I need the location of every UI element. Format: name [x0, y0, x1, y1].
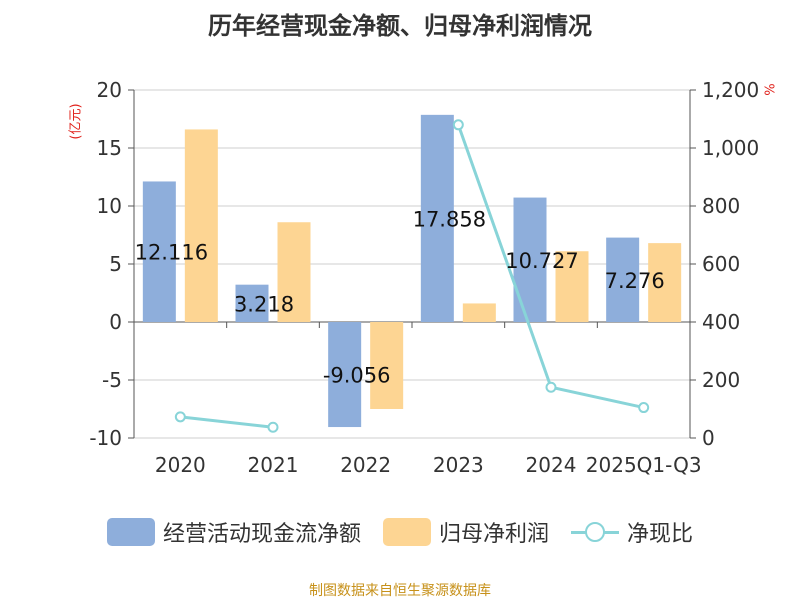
bar-profit[interactable]: [648, 243, 682, 322]
bar-data-label: -9.056: [323, 364, 391, 388]
left-tick-label: 15: [97, 136, 122, 160]
bar-profit[interactable]: [184, 129, 218, 322]
ratio-line: [180, 415, 274, 429]
ratio-point[interactable]: [638, 402, 650, 414]
left-tick-label: 0: [109, 310, 122, 334]
bar-data-label: 3.218: [234, 292, 294, 316]
bar-data-label: 17.858: [413, 207, 486, 231]
x-tick-label: 2025Q1-Q3: [586, 453, 702, 477]
ratio-point[interactable]: [545, 381, 557, 393]
x-tick-label: 2020: [155, 453, 206, 477]
bar-profit[interactable]: [555, 251, 589, 322]
chart-title: 历年经营现金净额、归母净利润情况: [208, 12, 592, 40]
left-tick-label: -5: [102, 368, 122, 392]
bar-profit[interactable]: [277, 222, 311, 322]
legend-item-ratio[interactable]: 净现比: [571, 516, 693, 548]
right-tick-label: 200: [702, 368, 740, 392]
legend-swatch-profit: [382, 518, 431, 546]
right-tick-label: 0: [702, 426, 715, 450]
right-tick-label: 1,200: [702, 78, 759, 102]
legend-swatch-ratio: [571, 518, 619, 546]
bar-cashflow[interactable]: [606, 237, 640, 322]
x-tick-label: 2022: [340, 453, 391, 477]
legend-label-ratio: 净现比: [627, 522, 694, 547]
bar-profit[interactable]: [462, 303, 496, 322]
bar-profit[interactable]: [370, 322, 404, 409]
bar-data-label: 10.727: [505, 249, 578, 273]
ratio-point[interactable]: [267, 421, 279, 433]
left-tick-label: -10: [89, 426, 122, 450]
left-tick-label: 20: [97, 78, 122, 102]
right-tick-label: 400: [702, 310, 740, 334]
right-tick-label: 800: [702, 194, 740, 218]
chart-plot: 20 15 10 5 0 -5 -10 1,200 1,000 800 600 400 200 0 2020…: [89, 78, 759, 477]
bar-cashflow[interactable]: [328, 322, 362, 428]
left-tick-label: 10: [97, 194, 122, 218]
bar-cashflow[interactable]: [513, 197, 547, 322]
legend-item-profit[interactable]: 归母净利润: [382, 516, 549, 548]
x-tick-label: 2023: [433, 453, 484, 477]
bar-data-label: 7.276: [605, 269, 665, 293]
right-tick-label: 600: [702, 252, 740, 276]
bar-cashflow[interactable]: [420, 114, 454, 322]
legend: 经营活动现金流净额 归母净利润 净现比: [0, 516, 800, 548]
ratio-point[interactable]: [452, 119, 464, 131]
right-tick-label: 1,000: [702, 136, 759, 160]
legend-label-cashflow: 经营活动现金流净额: [162, 522, 361, 547]
ratio-point[interactable]: [174, 411, 186, 423]
legend-item-cashflow[interactable]: 经营活动现金流净额: [106, 516, 361, 548]
x-tick-label: 2021: [248, 453, 299, 477]
bar-cashflow[interactable]: [235, 284, 269, 322]
bar-cashflow[interactable]: [142, 181, 176, 322]
legend-swatch-cashflow: [106, 518, 155, 546]
legend-label-profit: 归母净利润: [438, 522, 549, 547]
left-tick-label: 5: [109, 252, 122, 276]
bar-data-label: 12.116: [135, 241, 208, 265]
data-source: 制图数据来自恒生聚源数据库: [309, 583, 491, 599]
x-tick-label: 2024: [526, 453, 577, 477]
